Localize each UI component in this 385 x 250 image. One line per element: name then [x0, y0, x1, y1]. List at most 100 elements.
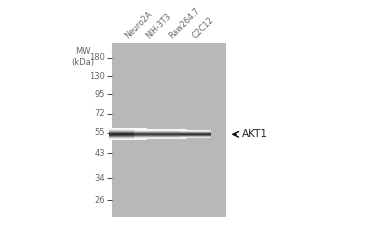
Bar	[112, 44, 226, 217]
Bar	[134, 133, 165, 134]
Bar	[134, 137, 165, 138]
Bar	[156, 135, 187, 136]
Bar	[156, 134, 187, 135]
Bar	[134, 134, 165, 135]
Bar	[109, 128, 147, 129]
Bar	[109, 136, 147, 137]
Bar	[134, 130, 165, 131]
Bar	[156, 134, 187, 135]
Bar	[109, 134, 147, 135]
Bar	[180, 131, 211, 132]
Bar	[180, 135, 211, 136]
Bar	[156, 136, 187, 137]
Bar	[109, 133, 147, 134]
Bar	[109, 131, 147, 132]
Bar	[180, 136, 211, 137]
Bar	[134, 135, 165, 136]
Bar	[109, 134, 147, 135]
Bar	[109, 131, 147, 132]
Bar	[180, 135, 211, 136]
Bar	[180, 130, 211, 131]
Bar	[109, 136, 147, 137]
Bar	[134, 132, 165, 133]
Bar	[156, 137, 187, 138]
Bar	[134, 137, 165, 138]
Bar	[109, 138, 147, 139]
Bar	[134, 131, 165, 132]
Bar	[156, 133, 187, 134]
Bar	[180, 135, 211, 136]
Text: 55: 55	[94, 128, 105, 138]
Text: C2C12: C2C12	[191, 16, 216, 40]
Bar	[109, 139, 147, 140]
Bar	[156, 138, 187, 139]
Bar	[180, 134, 211, 135]
Bar	[156, 136, 187, 137]
Text: 43: 43	[94, 149, 105, 158]
Text: 95: 95	[94, 90, 105, 99]
Bar	[134, 136, 165, 137]
Bar	[134, 136, 165, 137]
Bar	[134, 134, 165, 135]
Bar	[109, 135, 147, 136]
Bar	[134, 132, 165, 133]
Bar	[180, 133, 211, 134]
Bar	[156, 133, 187, 134]
Bar	[180, 133, 211, 134]
Bar	[180, 130, 211, 131]
Bar	[109, 133, 147, 134]
Bar	[180, 136, 211, 137]
Bar	[109, 129, 147, 130]
Bar	[156, 132, 187, 133]
Text: 34: 34	[94, 174, 105, 183]
Bar	[109, 135, 147, 136]
Text: MW
(kDa): MW (kDa)	[71, 47, 94, 68]
Bar	[134, 131, 165, 132]
Bar	[134, 138, 165, 139]
Bar	[109, 128, 147, 129]
Bar	[134, 138, 165, 139]
Bar	[109, 132, 147, 133]
Bar	[156, 138, 187, 139]
Text: 130: 130	[89, 72, 105, 81]
Bar	[156, 130, 187, 131]
Bar	[180, 137, 211, 138]
Bar	[156, 130, 187, 131]
Text: NIH-3T3: NIH-3T3	[145, 12, 173, 40]
Text: Raw264.7: Raw264.7	[167, 6, 201, 40]
Bar	[156, 131, 187, 132]
Bar	[134, 129, 165, 130]
Bar	[134, 132, 165, 133]
Text: 180: 180	[89, 54, 105, 62]
Bar	[156, 132, 187, 133]
Text: Neuro2A: Neuro2A	[123, 10, 154, 40]
Bar	[156, 135, 187, 136]
Bar	[156, 137, 187, 138]
Bar	[109, 138, 147, 139]
Bar	[156, 131, 187, 132]
Bar	[180, 136, 211, 137]
Bar	[134, 130, 165, 131]
Bar	[156, 132, 187, 133]
Bar	[180, 134, 211, 135]
Bar	[156, 135, 187, 136]
Bar	[109, 132, 147, 133]
Bar	[134, 135, 165, 136]
Bar	[134, 133, 165, 134]
Bar	[109, 129, 147, 130]
Bar	[156, 129, 187, 130]
Text: 26: 26	[94, 196, 105, 205]
Bar	[180, 132, 211, 133]
Bar	[109, 139, 147, 140]
Text: AKT1: AKT1	[242, 129, 268, 139]
Bar	[134, 135, 165, 136]
Bar	[109, 130, 147, 131]
Bar	[180, 132, 211, 133]
Bar	[109, 137, 147, 138]
Text: 72: 72	[94, 109, 105, 118]
Bar	[180, 137, 211, 138]
Bar	[180, 131, 211, 132]
Bar	[109, 137, 147, 138]
Bar	[109, 130, 147, 131]
Bar	[180, 133, 211, 134]
